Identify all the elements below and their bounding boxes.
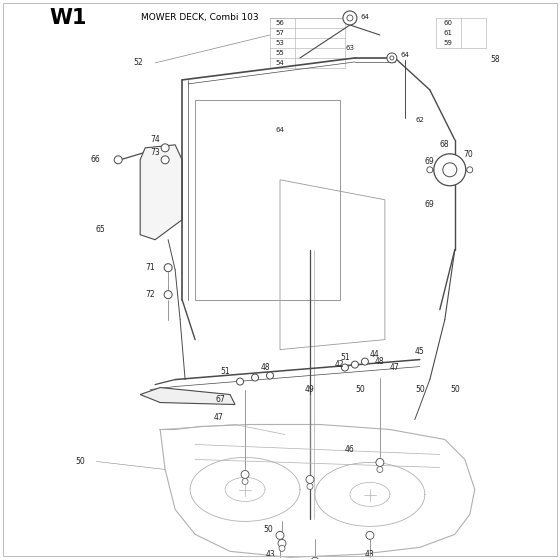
Circle shape [164, 264, 172, 272]
Text: 53: 53 [276, 40, 284, 46]
Text: 43: 43 [265, 550, 275, 559]
Polygon shape [140, 145, 182, 240]
Text: 58: 58 [490, 55, 500, 64]
Text: 56: 56 [276, 20, 284, 26]
Circle shape [377, 466, 383, 473]
Text: 60: 60 [444, 20, 452, 26]
Circle shape [376, 459, 384, 466]
Text: 70: 70 [463, 150, 473, 160]
Text: 68: 68 [440, 141, 450, 150]
Polygon shape [140, 388, 235, 404]
Circle shape [242, 478, 248, 484]
Text: 49: 49 [305, 385, 315, 394]
Text: 65: 65 [95, 225, 105, 234]
Text: 51: 51 [220, 367, 230, 376]
Circle shape [279, 545, 285, 552]
Circle shape [306, 475, 314, 483]
Text: 67: 67 [215, 395, 225, 404]
Text: 43: 43 [365, 550, 375, 559]
Circle shape [343, 11, 357, 25]
Text: 50: 50 [263, 525, 273, 534]
Text: 54: 54 [276, 60, 284, 66]
Text: 71: 71 [146, 263, 155, 272]
Text: 42: 42 [335, 360, 345, 369]
Circle shape [434, 154, 466, 186]
Circle shape [366, 531, 374, 539]
Circle shape [352, 361, 358, 368]
Circle shape [161, 144, 169, 152]
Circle shape [347, 15, 353, 21]
Text: 69: 69 [425, 200, 435, 209]
Text: 50: 50 [415, 385, 424, 394]
Circle shape [311, 557, 319, 560]
Text: 61: 61 [444, 30, 452, 36]
Text: 64: 64 [361, 14, 370, 20]
Circle shape [241, 470, 249, 478]
Text: 48: 48 [260, 363, 270, 372]
Circle shape [267, 372, 273, 379]
Circle shape [276, 531, 284, 539]
Circle shape [443, 163, 457, 177]
Circle shape [114, 156, 122, 164]
Text: MOWER DECK, Combi 103: MOWER DECK, Combi 103 [141, 13, 259, 22]
Circle shape [467, 167, 473, 173]
Text: 66: 66 [90, 155, 100, 164]
Text: 44: 44 [370, 350, 380, 359]
Text: 64: 64 [276, 127, 284, 133]
Text: 72: 72 [146, 290, 155, 299]
Text: 48: 48 [375, 357, 385, 366]
Text: 63: 63 [346, 45, 354, 51]
Text: 73: 73 [150, 148, 160, 157]
Circle shape [307, 483, 313, 489]
Text: W1: W1 [49, 8, 87, 28]
Text: 50: 50 [355, 385, 365, 394]
Text: 51: 51 [340, 353, 350, 362]
Text: 46: 46 [345, 445, 355, 454]
Circle shape [361, 358, 368, 365]
Text: 74: 74 [150, 136, 160, 144]
Text: 47: 47 [390, 363, 400, 372]
Text: 64: 64 [400, 52, 409, 58]
Circle shape [342, 364, 348, 371]
Text: 55: 55 [276, 50, 284, 56]
Circle shape [387, 53, 397, 63]
Circle shape [164, 291, 172, 298]
Text: 47: 47 [213, 413, 223, 422]
Text: 50: 50 [76, 457, 85, 466]
Text: 45: 45 [415, 347, 424, 356]
Circle shape [390, 56, 394, 60]
Circle shape [427, 167, 433, 173]
Text: 59: 59 [444, 40, 452, 46]
Circle shape [251, 374, 259, 381]
Text: 50: 50 [450, 385, 460, 394]
Circle shape [236, 378, 244, 385]
Circle shape [161, 156, 169, 164]
Circle shape [278, 539, 286, 547]
Text: 52: 52 [133, 58, 143, 67]
Text: 62: 62 [416, 117, 424, 123]
Text: 57: 57 [276, 30, 284, 36]
Text: 69: 69 [425, 157, 435, 166]
